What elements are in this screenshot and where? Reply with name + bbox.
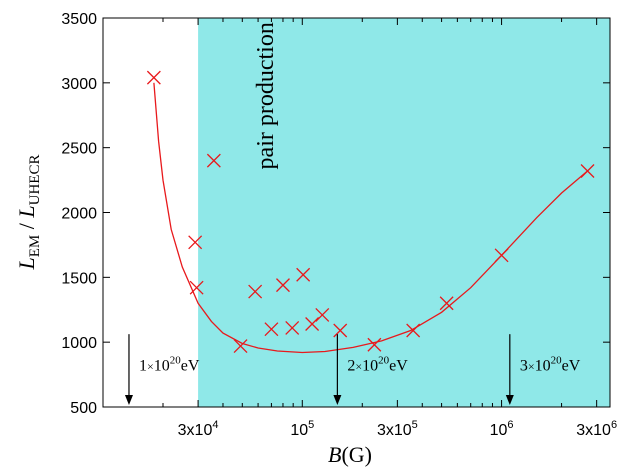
data-point-marker (264, 322, 279, 337)
x-axis-label: B(G) (328, 442, 372, 467)
data-point-marker (188, 235, 203, 250)
data-point-marker (439, 296, 454, 311)
y-tick-label: 3000 (61, 76, 97, 93)
energy-label: 3×1020eV (520, 355, 581, 375)
energy-arrow-head (505, 395, 514, 405)
data-point-marker (248, 284, 263, 299)
data-point-marker (233, 339, 248, 354)
x-tick-label: 3x106 (576, 419, 617, 439)
data-point-marker (580, 164, 595, 178)
x-tick-label: 3x104 (178, 419, 219, 439)
y-tick-label: 2500 (61, 141, 97, 158)
pair-production-label: pair production (253, 22, 279, 169)
energy-arrow-head (124, 395, 133, 405)
energy-label: 2×1020eV (347, 355, 408, 375)
data-point-marker (315, 307, 330, 322)
energy-arrow-head (333, 395, 342, 405)
x-tick-label: 106 (490, 419, 514, 439)
data-point-marker (333, 323, 348, 338)
x-tick-label: 105 (290, 419, 314, 439)
data-point-marker (406, 323, 421, 338)
y-tick-label: 500 (70, 400, 97, 417)
data-point-marker (305, 317, 320, 331)
y-tick-label: 1500 (61, 270, 97, 287)
x-tick-label: 3x105 (377, 419, 418, 439)
y-axis-label: LEM / LUHECR (14, 155, 43, 271)
energy-label: 1×1020eV (139, 355, 200, 375)
data-point-marker (285, 320, 300, 335)
y-tick-label: 3500 (61, 11, 97, 28)
fit-curve (153, 82, 588, 354)
data-point-marker (189, 280, 204, 295)
data-point-marker (296, 267, 311, 282)
data-point-marker (367, 337, 382, 352)
data-point-marker (206, 153, 221, 168)
y-tick-label: 1000 (61, 335, 97, 352)
y-tick-label: 2000 (61, 206, 97, 223)
data-point-marker (494, 248, 509, 263)
data-point-marker (146, 70, 161, 85)
data-point-marker (276, 278, 290, 293)
